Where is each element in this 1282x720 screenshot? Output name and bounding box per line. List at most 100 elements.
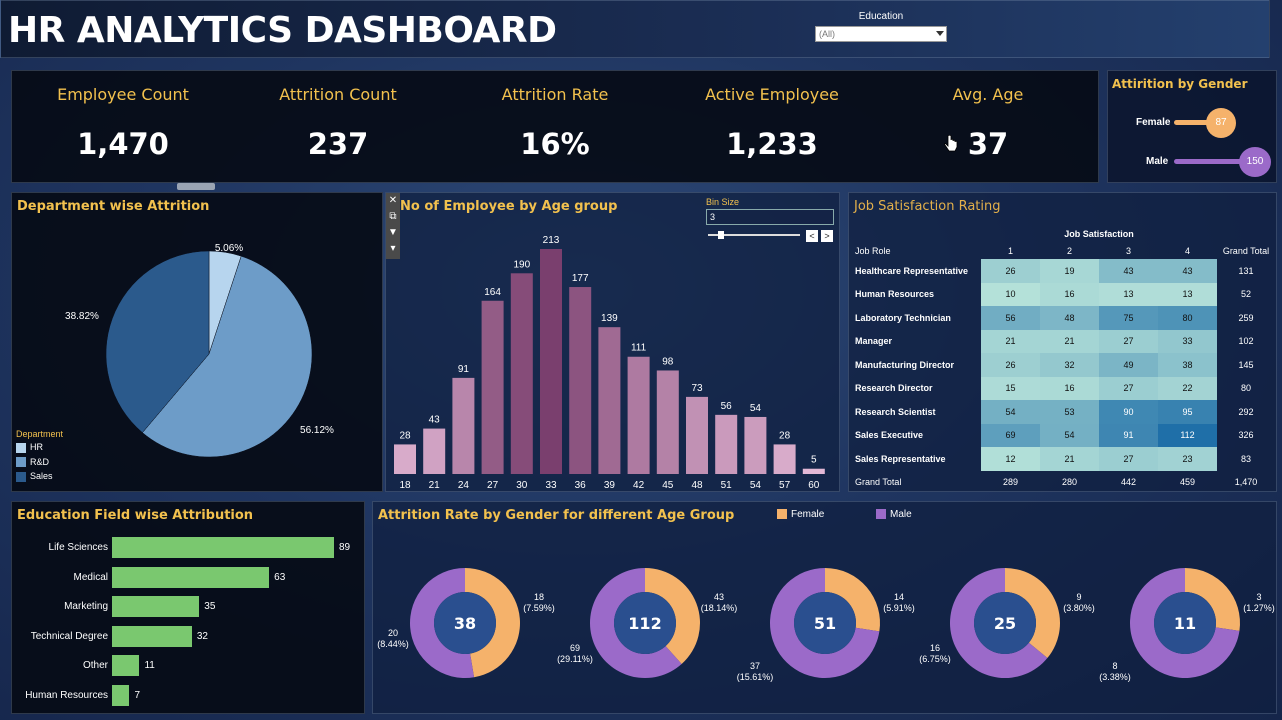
- table-cell[interactable]: 26: [981, 259, 1040, 283]
- table-cell[interactable]: 49: [1099, 353, 1158, 377]
- education-filter-select[interactable]: (All): [815, 26, 947, 42]
- legend-item-female[interactable]: Female: [777, 509, 824, 520]
- age-bar[interactable]: [394, 444, 416, 474]
- donut-slice-female[interactable]: [825, 568, 880, 632]
- age-bar[interactable]: [569, 287, 592, 474]
- legend-item-sales[interactable]: Sales: [16, 471, 63, 482]
- education-bar[interactable]: [112, 685, 130, 706]
- education-bar[interactable]: [112, 655, 140, 677]
- legend-item-male[interactable]: Male: [876, 509, 912, 520]
- age-bar[interactable]: [627, 356, 650, 474]
- male-bar[interactable]: [1174, 159, 1258, 164]
- table-cell[interactable]: 21: [1040, 329, 1099, 353]
- table-cell[interactable]: 26: [981, 353, 1040, 377]
- table-cell[interactable]: 15: [981, 376, 1040, 400]
- table-cell[interactable]: 33: [1158, 329, 1217, 353]
- donut-slice-female[interactable]: [1185, 568, 1240, 631]
- education-filter[interactable]: Education (All): [815, 11, 947, 42]
- table-cell[interactable]: 32: [1040, 353, 1099, 377]
- table-cell[interactable]: 21: [981, 329, 1040, 353]
- table-cell[interactable]: 43: [1099, 259, 1158, 283]
- legend-item-rnd[interactable]: R&D: [16, 457, 63, 468]
- slider-knob[interactable]: [718, 231, 724, 239]
- female-bar[interactable]: [1174, 120, 1218, 125]
- table-cell[interactable]: 27: [1099, 376, 1158, 400]
- table-cell[interactable]: 27: [1099, 447, 1158, 471]
- donut-slice-male[interactable]: [410, 568, 475, 678]
- age-bar[interactable]: [686, 396, 708, 474]
- donut-slice-male[interactable]: [769, 568, 880, 678]
- table-cell[interactable]: 43: [1158, 259, 1217, 283]
- bin-size-input[interactable]: 3: [706, 209, 834, 225]
- hand-cursor-icon: [944, 135, 958, 152]
- gender-donut-charts: 3818(7.59%)20(8.44%)11243(18.14%)69(29.1…: [377, 568, 1275, 682]
- age-bar[interactable]: [744, 416, 767, 474]
- table-cell[interactable]: 80: [1158, 306, 1217, 330]
- age-bar[interactable]: [510, 273, 533, 474]
- table-cell[interactable]: 23: [1158, 447, 1217, 471]
- row-total: 80: [1240, 383, 1251, 394]
- next-button[interactable]: >: [821, 230, 833, 242]
- close-icon[interactable]: ✕: [388, 195, 398, 206]
- education-bar[interactable]: [112, 625, 192, 647]
- age-bar[interactable]: [540, 249, 562, 474]
- more-options-icon[interactable]: ▾: [390, 243, 396, 254]
- slider-track[interactable]: [708, 234, 800, 236]
- table-cell[interactable]: 16: [1040, 282, 1099, 306]
- donut-slice-male[interactable]: [590, 568, 682, 678]
- education-bar[interactable]: [112, 596, 200, 618]
- table-cell[interactable]: 91: [1099, 423, 1158, 447]
- age-bar[interactable]: [773, 444, 796, 474]
- table-cell[interactable]: 112: [1158, 423, 1217, 447]
- table-cell[interactable]: 10: [981, 282, 1040, 306]
- table-cell[interactable]: 75: [1099, 306, 1158, 330]
- table-cell[interactable]: 27: [1099, 329, 1158, 353]
- age-bar[interactable]: [802, 468, 825, 474]
- row-total: 83: [1240, 453, 1251, 464]
- age-bar[interactable]: [481, 300, 504, 474]
- splitter-handle[interactable]: [177, 183, 215, 190]
- table-cell[interactable]: 38: [1158, 353, 1217, 377]
- education-bar[interactable]: [112, 537, 334, 558]
- table-cell[interactable]: 69: [981, 423, 1040, 447]
- donut-slice-male[interactable]: [950, 568, 1048, 678]
- bin-size-slider[interactable]: < >: [706, 230, 836, 242]
- chevron-down-icon[interactable]: [936, 31, 944, 36]
- donut-slice-female[interactable]: [645, 568, 700, 665]
- table-cell[interactable]: 95: [1158, 400, 1217, 424]
- popout-icon[interactable]: ⧉: [389, 211, 397, 222]
- prev-button[interactable]: <: [806, 230, 818, 242]
- pie-slice-rd[interactable]: [142, 255, 313, 458]
- table-cell[interactable]: 13: [1099, 282, 1158, 306]
- age-bar[interactable]: [715, 414, 738, 474]
- table-cell[interactable]: 22: [1158, 376, 1217, 400]
- table-cell[interactable]: 21: [1040, 447, 1099, 471]
- table-cell[interactable]: 12: [981, 447, 1040, 471]
- table-cell[interactable]: 53: [1040, 400, 1099, 424]
- donut-slice-female[interactable]: [1005, 568, 1060, 659]
- bin-size-label: Bin Size: [706, 197, 740, 207]
- age-bar[interactable]: [656, 370, 679, 474]
- row-label: Human Resources: [855, 289, 935, 300]
- table-cell[interactable]: 19: [1040, 259, 1099, 283]
- table-cell[interactable]: 54: [1040, 423, 1099, 447]
- education-bar[interactable]: [112, 566, 270, 588]
- x-tick-label: 30: [516, 480, 528, 491]
- age-bar[interactable]: [598, 327, 621, 474]
- male-value[interactable]: 150: [1239, 147, 1271, 177]
- job-panel-title: Job Satisfaction Rating: [854, 199, 1001, 214]
- filter-icon[interactable]: ▼: [388, 227, 398, 238]
- pie-slice-sales[interactable]: [105, 250, 210, 433]
- table-cell[interactable]: 54: [981, 400, 1040, 424]
- legend-item-hr[interactable]: HR: [16, 442, 63, 453]
- age-bar[interactable]: [452, 377, 475, 474]
- table-cell[interactable]: 16: [1040, 376, 1099, 400]
- age-bar[interactable]: [423, 428, 446, 474]
- female-value[interactable]: 87: [1206, 108, 1236, 138]
- table-cell[interactable]: 48: [1040, 306, 1099, 330]
- table-cell[interactable]: 56: [981, 306, 1040, 330]
- donut-slice-male[interactable]: [1130, 568, 1240, 678]
- donut-slice-female[interactable]: [465, 568, 520, 678]
- table-cell[interactable]: 13: [1158, 282, 1217, 306]
- table-cell[interactable]: 90: [1099, 400, 1158, 424]
